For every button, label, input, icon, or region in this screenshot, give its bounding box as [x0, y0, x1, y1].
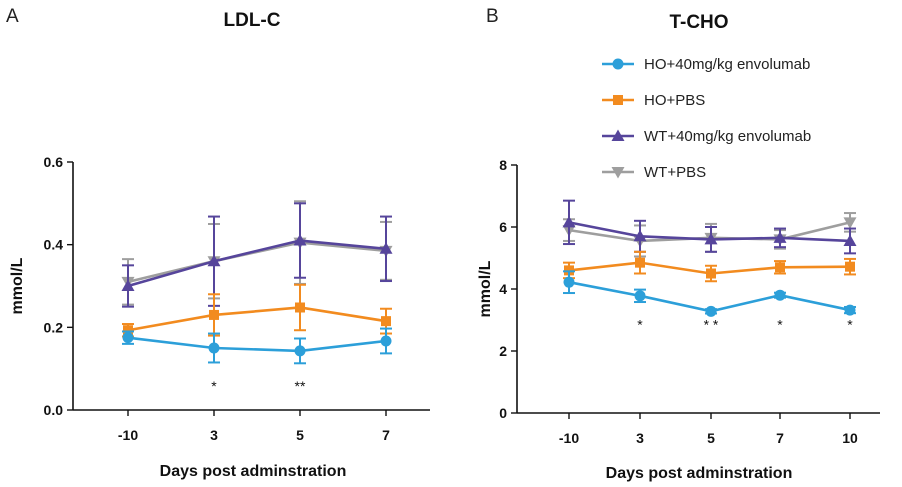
data-point — [379, 242, 393, 254]
data-point — [774, 289, 786, 301]
data-point — [293, 234, 307, 246]
series-ho-40mg-kg-envolumab — [122, 327, 392, 365]
legend-item: WT+40mg/kg envolumab — [602, 128, 811, 145]
data-point — [844, 304, 856, 316]
legend-item: HO+40mg/kg envolumab — [602, 56, 810, 73]
series-ho-pbs — [563, 250, 856, 283]
panel-letter: B — [486, 6, 499, 27]
data-point — [704, 232, 718, 245]
data-point — [705, 305, 717, 317]
y-tick-label: 0.6 — [44, 154, 64, 170]
legend-label: HO+PBS — [644, 92, 705, 109]
x-tick-label: 3 — [636, 430, 644, 446]
data-point — [294, 345, 306, 357]
x-tick-label: 5 — [296, 427, 304, 443]
x-axis-label: Days post adminstration — [606, 465, 793, 482]
series-wt-pbs — [562, 212, 857, 258]
legend-item: WT+PBS — [602, 164, 706, 181]
data-point — [634, 290, 646, 302]
chart-title: LDL-C — [224, 10, 281, 31]
series-line — [127, 336, 387, 353]
y-axis-label: mmol/L — [477, 260, 494, 317]
y-tick-label: 0.0 — [44, 402, 64, 418]
x-tick-label: 3 — [210, 427, 218, 443]
series-line — [127, 239, 387, 288]
chart-panel-A: A LDL-C 0.0 0.2 0.4 0.6 -10 3 5 7 mmol/L Days post … — [6, 6, 430, 480]
y-tick-label: 0.2 — [44, 319, 64, 335]
y-tick-label: 4 — [499, 281, 507, 297]
x-tick-label: -10 — [118, 427, 138, 443]
series-line — [127, 306, 387, 332]
y-tick-label: 0.4 — [44, 237, 64, 253]
data-point — [295, 302, 305, 313]
x-tick-label: 10 — [842, 430, 858, 446]
data-point — [122, 332, 134, 344]
significance-annotation: * — [637, 317, 643, 333]
significance-annotation: * * — [704, 317, 719, 333]
data-point — [775, 262, 785, 273]
data-point — [635, 257, 645, 268]
series-wt-40mg-kg-envolumab — [562, 199, 857, 255]
x-axis-label: Days post adminstration — [160, 463, 347, 480]
data-point — [562, 215, 576, 228]
legend-item: HO+PBS — [602, 92, 705, 109]
series-wt-pbs — [121, 200, 393, 306]
data-point — [209, 309, 219, 320]
chart-title: T-CHO — [669, 12, 728, 33]
y-axis-label: mmol/L — [9, 257, 26, 314]
legend-label: WT+PBS — [644, 164, 706, 181]
legend-marker — [612, 58, 624, 70]
data-point — [381, 316, 391, 327]
significance-annotation: * — [211, 378, 217, 394]
x-tick-label: 5 — [707, 430, 715, 446]
data-point — [207, 254, 221, 267]
legend-label: WT+40mg/kg envolumab — [644, 128, 811, 145]
legend-marker — [611, 129, 625, 141]
data-point — [706, 268, 716, 279]
data-point — [121, 279, 135, 291]
y-tick-label: 2 — [499, 343, 507, 359]
series-wt-40mg-kg-envolumab — [121, 202, 393, 308]
y-tick-label: 6 — [499, 219, 507, 235]
legend-marker — [613, 95, 623, 105]
legend-label: HO+40mg/kg envolumab — [644, 56, 810, 73]
data-point — [843, 234, 857, 246]
legend-marker — [611, 167, 625, 179]
legend: HO+40mg/kg envolumab HO+PBS WT+40mg/kg env… — [602, 56, 811, 181]
x-tick-label: 7 — [382, 427, 390, 443]
data-point — [633, 229, 647, 242]
series-ho-pbs — [122, 283, 392, 338]
panel-letter: A — [6, 6, 19, 27]
chart-panel-B: B T-CHO 0 2 4 6 8 -10 3 5 7 10 mmol/L Days post admin… — [477, 6, 880, 482]
data-point — [773, 231, 787, 243]
data-point — [380, 335, 392, 347]
data-point — [843, 217, 857, 229]
x-tick-label: -10 — [559, 430, 579, 446]
data-point — [123, 325, 133, 336]
series-ho-40mg-kg-envolumab — [563, 270, 856, 317]
data-point — [845, 261, 855, 272]
significance-annotation: ** — [295, 378, 306, 394]
y-tick-label: 0 — [499, 405, 507, 421]
x-tick-label: 7 — [776, 430, 784, 446]
y-tick-label: 8 — [499, 157, 507, 173]
data-point — [208, 342, 220, 354]
data-point — [563, 276, 575, 288]
significance-annotation: * — [777, 317, 783, 333]
significance-annotation: * — [847, 317, 853, 333]
